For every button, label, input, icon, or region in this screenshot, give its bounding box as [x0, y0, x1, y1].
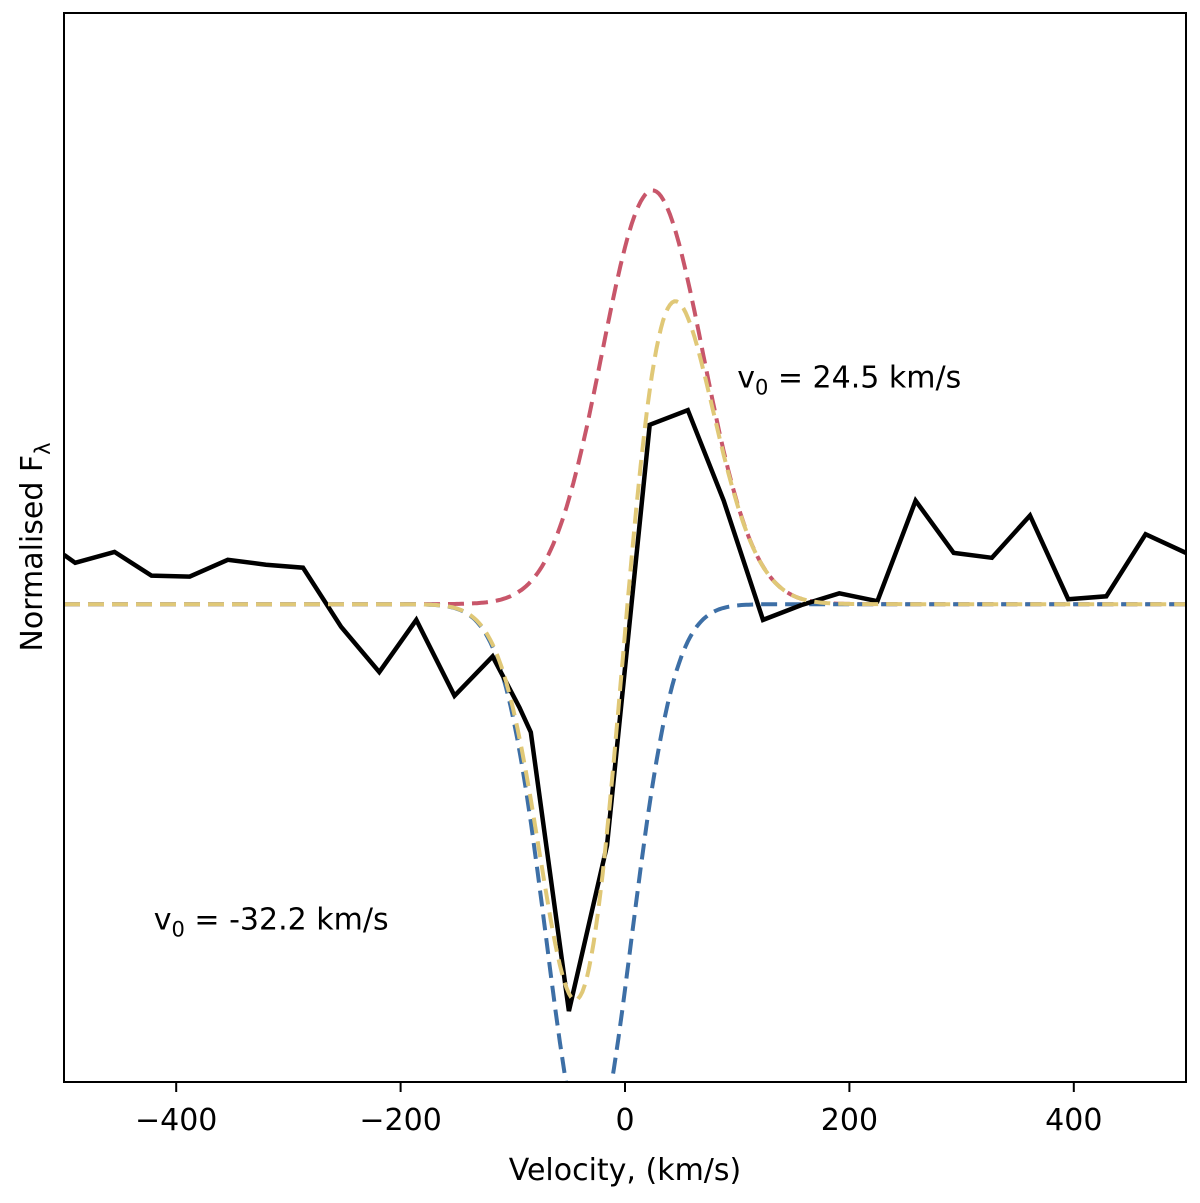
series-layer	[64, 188, 1186, 1082]
x-tick-label: 400	[1045, 1103, 1102, 1138]
x-axis-ticks: −400 −200 0 200 400	[135, 1082, 1102, 1138]
series-absorption-curve	[64, 602, 1186, 1082]
x-tick-label: 200	[821, 1103, 878, 1138]
annotations: v0 = 24.5 km/s v0 = -32.2 km/s	[154, 360, 961, 941]
x-tick-label: 0	[615, 1103, 634, 1138]
x-axis-label: Velocity, (km/s)	[509, 1153, 742, 1188]
annotation-label: v0 = 24.5 km/s	[737, 360, 961, 399]
y-axis-label-sub: λ	[31, 442, 55, 454]
y-axis-label-main: Normalised F	[15, 455, 50, 652]
series-observed-line	[64, 407, 1186, 1012]
y-axis-label: Normalised Fλ	[15, 442, 55, 651]
annotation-label: v0 = -32.2 km/s	[154, 902, 389, 941]
x-tick-label: −400	[135, 1103, 217, 1138]
x-tick-label: −200	[359, 1103, 441, 1138]
series-combined-fit-curve	[64, 299, 1186, 1003]
series-emission-curve	[64, 188, 1186, 607]
